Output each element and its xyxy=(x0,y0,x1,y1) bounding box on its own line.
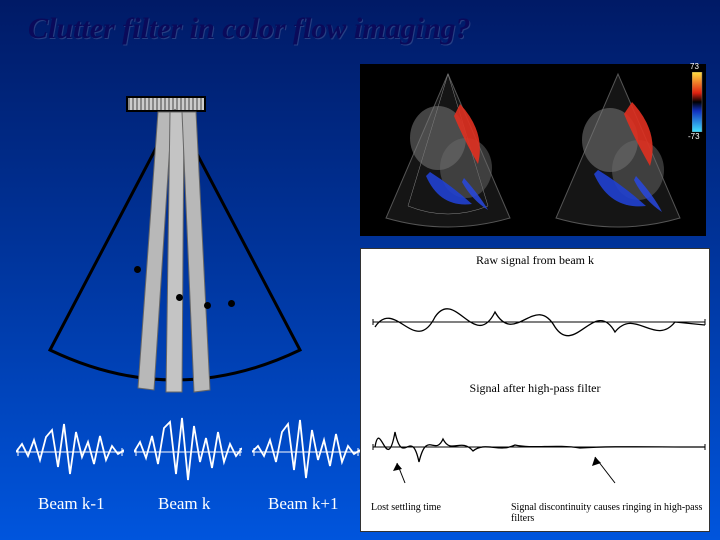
waveform-k xyxy=(134,412,242,492)
caption-lost-settling: Lost settling time xyxy=(371,503,481,514)
caption-ringing: Signal discontinuity causes ringing in h… xyxy=(511,503,706,524)
beam-label-k: Beam k xyxy=(158,494,210,514)
beam-label-k-minus-1: Beam k-1 xyxy=(38,494,105,514)
scatterer-dot xyxy=(176,294,183,301)
slide-title: Clutter filter in color flow imaging? xyxy=(28,12,471,46)
scatterer-dot xyxy=(228,300,235,307)
waveform-k-minus-1 xyxy=(16,412,124,492)
waveform-k-plus-1 xyxy=(252,412,360,492)
raw-signal-plot xyxy=(365,267,707,367)
raw-signal-title: Raw signal from beam k xyxy=(361,253,709,268)
scatterer-dot xyxy=(204,302,211,309)
color-doppler-panel: 73 -73 xyxy=(360,64,706,236)
signal-plots-panel: Raw signal from beam k Signal after high… xyxy=(360,248,710,532)
colorbar-top-label: 73 xyxy=(690,62,699,71)
scatterer-dot xyxy=(134,266,141,273)
doppler-colorbar xyxy=(692,72,704,132)
beam-label-k-plus-1: Beam k+1 xyxy=(268,494,339,514)
colorbar-bottom-label: -73 xyxy=(688,132,700,141)
filtered-signal-plot xyxy=(365,397,707,497)
beam-k-plus-1 xyxy=(182,112,210,392)
sector-scan-diagram xyxy=(10,90,340,410)
doppler-image-left xyxy=(368,68,528,232)
doppler-image-right xyxy=(538,68,698,232)
filtered-signal-title: Signal after high-pass filter xyxy=(361,381,709,396)
